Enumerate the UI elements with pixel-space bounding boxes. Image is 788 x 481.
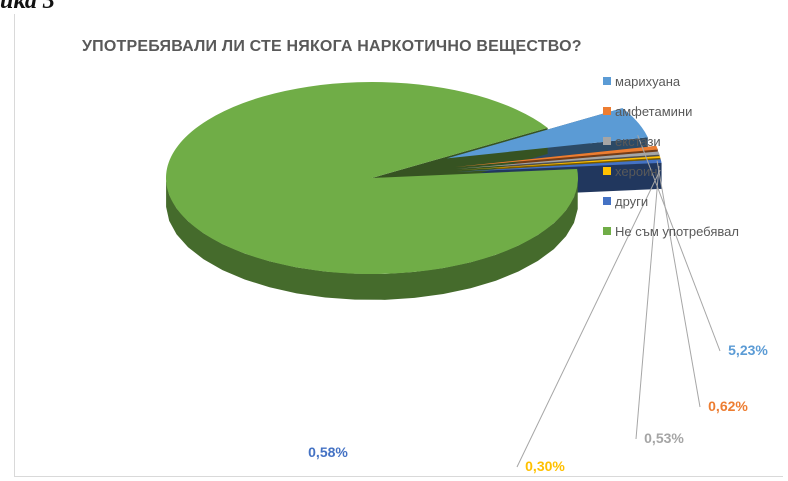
pie-slice-wall (166, 180, 578, 300)
legend-swatch-icon (603, 227, 611, 235)
pie-slice-5 (456, 159, 662, 172)
pie-slice-2 (455, 145, 658, 167)
data-label: 0,30% (525, 458, 565, 474)
legend-label: екстази (615, 133, 661, 149)
pie-slice-4 (456, 156, 661, 171)
legend-item: Не съм употребявал (603, 216, 788, 246)
legend-swatch-icon (603, 77, 611, 85)
legend-item: хероин (603, 156, 788, 186)
leader-line (637, 135, 721, 352)
legend-item: други (603, 186, 788, 216)
legend-label: други (615, 193, 649, 209)
figure-caption: ика 3 (0, 0, 55, 14)
leader-line (635, 166, 660, 440)
legend-item: амфетамини (603, 96, 788, 126)
data-label: 0,53% (644, 430, 684, 446)
leader-line (656, 160, 701, 408)
chart-legend: марихуана амфетамини екстази хероин друг… (603, 66, 788, 246)
chart-title: УПОТРЕБЯВАЛИ ЛИ СТЕ НЯКОГА НАРКОТИЧНО ВЕ… (82, 38, 582, 55)
pie-slice-3 (455, 151, 660, 169)
legend-label: хероин (615, 163, 658, 179)
legend-swatch-icon (603, 167, 611, 175)
chart-frame (14, 14, 783, 477)
legend-swatch-icon (603, 197, 611, 205)
legend-label: Не съм употребявал (615, 223, 739, 239)
legend-swatch-icon (603, 137, 611, 145)
legend-item: марихуана (603, 66, 788, 96)
pie-slice-6 (165, 82, 579, 275)
legend-label: амфетамини (615, 103, 693, 119)
data-label: 5,23% (728, 342, 768, 358)
data-label: 0,58% (308, 444, 348, 460)
legend-swatch-icon (603, 107, 611, 115)
pie-slice-1 (446, 108, 648, 159)
leader-line (516, 169, 661, 468)
legend-label: марихуана (615, 73, 681, 89)
data-label: 0,62% (708, 398, 748, 414)
legend-item: екстази (603, 126, 788, 156)
